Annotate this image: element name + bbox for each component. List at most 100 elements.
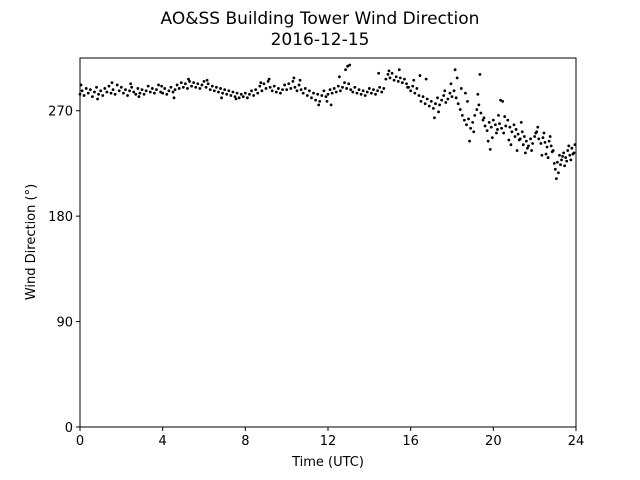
data-point	[246, 96, 249, 100]
data-point	[285, 88, 289, 92]
data-point	[469, 126, 472, 130]
data-point	[459, 87, 463, 90]
data-point	[415, 87, 419, 90]
data-point	[390, 71, 394, 75]
data-point	[452, 89, 456, 93]
data-point	[194, 85, 198, 89]
data-point	[301, 91, 305, 95]
data-point	[229, 94, 233, 97]
data-point	[449, 82, 453, 86]
data-point	[418, 74, 422, 77]
data-point	[122, 91, 125, 95]
data-point	[267, 77, 271, 81]
data-point	[412, 78, 416, 82]
data-point	[357, 88, 361, 92]
data-point	[339, 89, 342, 93]
data-point	[508, 125, 512, 129]
data-point	[346, 64, 350, 68]
data-point	[262, 82, 266, 86]
data-point	[425, 97, 429, 101]
data-point	[336, 84, 340, 88]
data-point	[537, 137, 541, 141]
data-point	[259, 81, 263, 84]
data-point	[468, 139, 471, 143]
data-point	[531, 142, 534, 145]
data-point	[437, 110, 440, 114]
data-point	[115, 83, 119, 87]
data-point	[359, 92, 363, 96]
data-point	[233, 95, 237, 99]
data-point	[264, 87, 268, 90]
data-point	[542, 131, 546, 135]
data-point	[463, 118, 466, 122]
data-point	[488, 147, 492, 151]
data-point	[80, 89, 84, 93]
data-point	[348, 63, 352, 67]
data-point	[503, 115, 507, 118]
data-point	[341, 85, 344, 89]
data-point	[219, 87, 222, 90]
data-point	[169, 85, 173, 89]
data-point	[411, 84, 415, 88]
data-point	[501, 99, 505, 103]
data-point	[481, 118, 485, 122]
data-point	[258, 84, 262, 88]
data-point	[268, 85, 272, 89]
data-point	[571, 152, 575, 156]
data-point	[504, 124, 508, 128]
data-point	[349, 88, 353, 92]
data-point	[165, 92, 169, 96]
data-point	[419, 99, 423, 103]
data-point	[130, 85, 134, 89]
data-point	[328, 88, 332, 92]
data-point	[479, 111, 483, 115]
data-point	[225, 92, 229, 96]
x-tick-label: 20	[485, 434, 502, 449]
data-point	[142, 92, 146, 96]
data-point	[208, 88, 212, 92]
data-point	[490, 136, 494, 140]
data-point	[482, 116, 486, 120]
data-point	[516, 132, 520, 136]
data-point	[196, 82, 200, 86]
data-point	[561, 155, 564, 158]
data-point	[113, 92, 117, 96]
data-point	[215, 85, 218, 89]
data-point	[132, 90, 136, 94]
y-tick-label: 0	[65, 421, 73, 436]
data-point	[287, 82, 291, 86]
data-point	[140, 88, 144, 92]
data-point	[355, 91, 359, 95]
x-tick-label: 12	[320, 434, 337, 449]
data-point	[82, 94, 86, 97]
data-point	[550, 150, 554, 154]
data-point	[186, 87, 189, 90]
data-point	[570, 146, 574, 150]
data-point	[326, 92, 330, 96]
data-point	[554, 177, 558, 181]
data-point	[252, 94, 256, 97]
data-point	[310, 96, 313, 100]
data-point	[544, 152, 548, 156]
data-point	[397, 68, 401, 72]
data-point	[456, 102, 460, 106]
data-point	[421, 95, 425, 99]
data-point	[384, 77, 388, 81]
data-point	[506, 118, 510, 122]
data-point	[541, 136, 545, 140]
data-point	[466, 99, 469, 103]
data-point	[374, 92, 377, 96]
data-point	[396, 80, 400, 83]
data-point	[277, 87, 280, 90]
data-point	[525, 139, 528, 143]
data-point	[513, 135, 517, 138]
data-point	[88, 88, 92, 92]
data-point	[361, 89, 365, 93]
data-point	[279, 91, 282, 95]
data-point	[111, 88, 115, 92]
data-point	[320, 94, 324, 97]
chart-title: AO&SS Building Tower Wind Direction	[161, 9, 480, 29]
data-point	[254, 88, 258, 92]
data-point	[569, 158, 573, 162]
